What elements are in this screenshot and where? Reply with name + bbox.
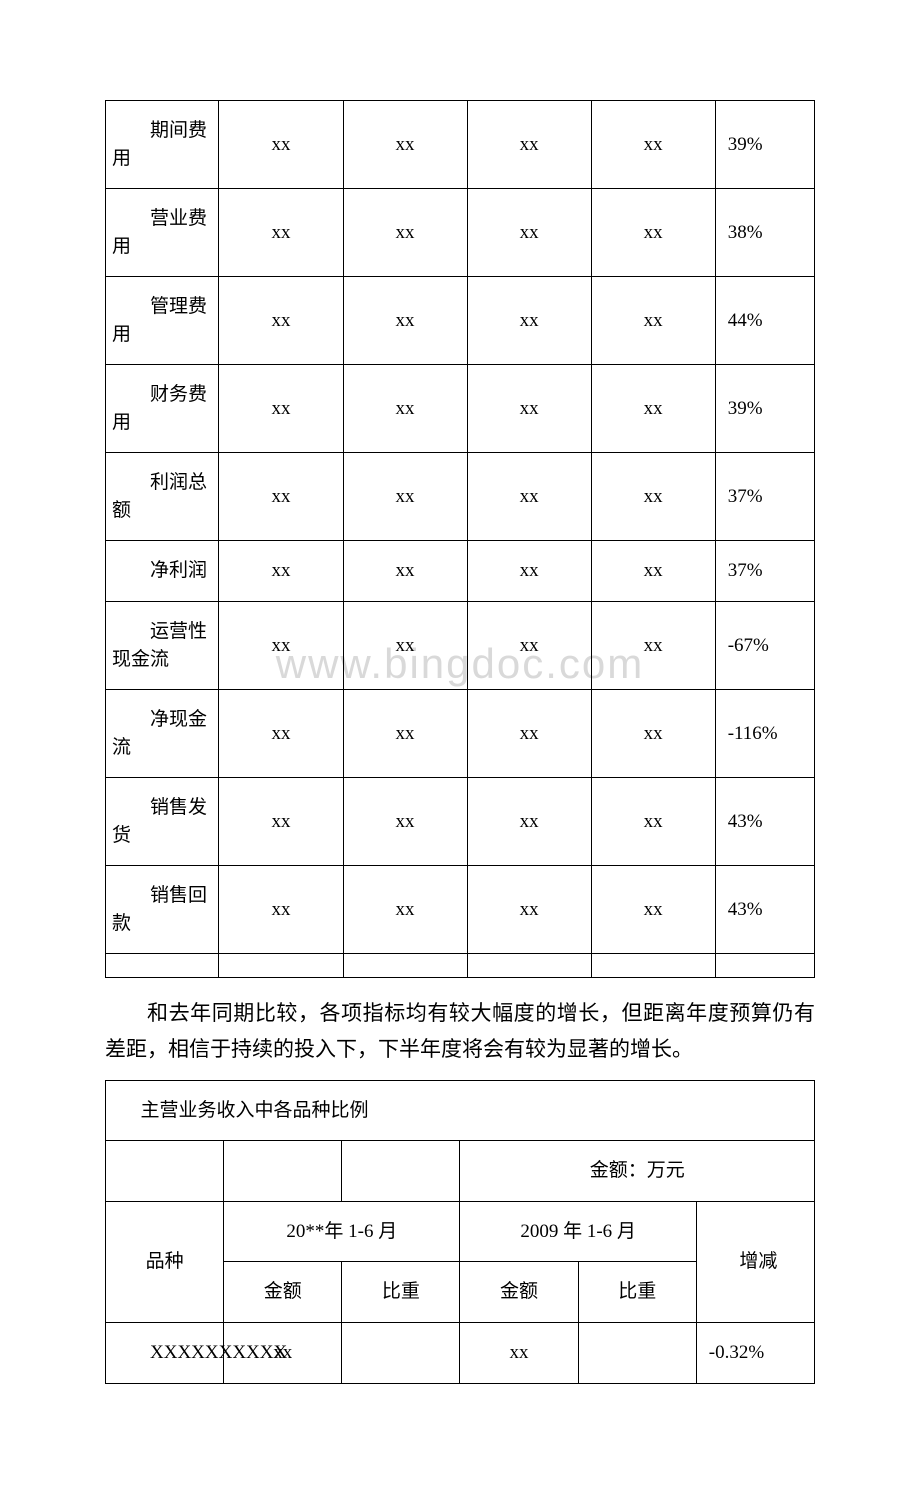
cell: xx xyxy=(591,101,715,189)
pct-cell: 39% xyxy=(715,101,814,189)
cell: xx xyxy=(219,602,343,690)
col-header-period1: 20**年 1-6 月 xyxy=(224,1201,460,1262)
cell: xx xyxy=(467,541,591,602)
pct-cell: -116% xyxy=(715,690,814,778)
pct-cell: 44% xyxy=(715,277,814,365)
table-row: 管理费用 xx xx xx xx 44% xyxy=(106,277,815,365)
cell: xx xyxy=(591,189,715,277)
cell: xx xyxy=(219,778,343,866)
col-header-product: 品种 xyxy=(106,1201,224,1322)
table-title: 主营业务收入中各品种比例 xyxy=(106,1080,815,1141)
cell: xx xyxy=(591,866,715,954)
cell: xx xyxy=(219,365,343,453)
pct-cell: 43% xyxy=(715,778,814,866)
cell: xx xyxy=(219,277,343,365)
cell: xx xyxy=(219,866,343,954)
cell: xx xyxy=(343,101,467,189)
sub-header-ratio: 比重 xyxy=(578,1262,696,1323)
blank-row xyxy=(106,954,815,978)
cell: xx xyxy=(591,602,715,690)
table-row: 营业费用 xx xx xx xx 38% xyxy=(106,189,815,277)
row-label: 利润总额 xyxy=(106,453,219,541)
cell: xx xyxy=(591,541,715,602)
cell: xx xyxy=(343,690,467,778)
cell: xx xyxy=(343,602,467,690)
pct-cell: 38% xyxy=(715,189,814,277)
summary-paragraph: 和去年同期比较，各项指标均有较大幅度的增长，但距离年度预算仍有差距，相信于持续的… xyxy=(105,996,815,1067)
delta-cell: -0.32% xyxy=(696,1322,814,1383)
row-label: 财务费用 xyxy=(106,365,219,453)
table-row: 运营性现金流 xx xx xx xx -67% xyxy=(106,602,815,690)
table-row: 净现金流 xx xx xx xx -116% xyxy=(106,690,815,778)
cell: xx xyxy=(467,778,591,866)
cell: xx xyxy=(467,866,591,954)
row-label: 期间费用 xyxy=(106,101,219,189)
cell: xx xyxy=(343,778,467,866)
cell: xx xyxy=(219,690,343,778)
table-row: 销售回款 xx xx xx xx 43% xyxy=(106,866,815,954)
cell: xx xyxy=(219,541,343,602)
cell: xx xyxy=(467,602,591,690)
table-row: 利润总额 xx xx xx xx 37% xyxy=(106,453,815,541)
sub-header-amount: 金额 xyxy=(460,1262,578,1323)
product-name: XXXXXXXXXX xyxy=(106,1322,224,1383)
cell: xx xyxy=(467,453,591,541)
cell: xx xyxy=(343,365,467,453)
cell: xx xyxy=(467,189,591,277)
cell: xx xyxy=(591,778,715,866)
table-title-row: 主营业务收入中各品种比例 xyxy=(106,1080,815,1141)
sub-header-ratio: 比重 xyxy=(342,1262,460,1323)
cell: xx xyxy=(219,101,343,189)
cell: xx xyxy=(343,453,467,541)
cell: xx xyxy=(343,189,467,277)
cell: xx xyxy=(219,453,343,541)
cell: xx xyxy=(219,189,343,277)
cell: xx xyxy=(460,1322,578,1383)
table-row: 财务费用 xx xx xx xx 39% xyxy=(106,365,815,453)
row-label: 营业费用 xyxy=(106,189,219,277)
cell xyxy=(578,1322,696,1383)
unit-label: 金额：万元 xyxy=(460,1141,815,1202)
row-label: 运营性现金流 xyxy=(106,602,219,690)
row-label: 管理费用 xyxy=(106,277,219,365)
cell: xx xyxy=(467,277,591,365)
table-row: 净利润 xx xx xx xx 37% xyxy=(106,541,815,602)
cell: xx xyxy=(591,277,715,365)
row-label: 净现金流 xyxy=(106,690,219,778)
table-row: 销售发货 xx xx xx xx 43% xyxy=(106,778,815,866)
pct-cell: 37% xyxy=(715,453,814,541)
cell: xx xyxy=(591,365,715,453)
pct-cell: 39% xyxy=(715,365,814,453)
cell: xx xyxy=(343,541,467,602)
row-label: 净利润 xyxy=(106,541,219,602)
row-label: 销售回款 xyxy=(106,866,219,954)
pct-cell: 43% xyxy=(715,866,814,954)
table-row: 期间费用 xx xx xx xx 39% xyxy=(106,101,815,189)
col-header-delta: 增减 xyxy=(696,1201,814,1322)
product-revenue-table: 主营业务收入中各品种比例 金额：万元 品种 20**年 1-6 月 2009 年… xyxy=(105,1080,815,1384)
pct-cell: -67% xyxy=(715,602,814,690)
cell: xx xyxy=(467,365,591,453)
cell: xx xyxy=(467,690,591,778)
cell: xx xyxy=(467,101,591,189)
financial-indicators-table: 期间费用 xx xx xx xx 39% 营业费用 xx xx xx xx 38… xyxy=(105,100,815,978)
sub-header-amount: 金额 xyxy=(224,1262,342,1323)
cell: xx xyxy=(343,277,467,365)
pct-cell: 37% xyxy=(715,541,814,602)
header-row-1: 品种 20**年 1-6 月 2009 年 1-6 月 增减 xyxy=(106,1201,815,1262)
col-header-period2: 2009 年 1-6 月 xyxy=(460,1201,696,1262)
table-row: XXXXXXXXXX xx xx -0.32% xyxy=(106,1322,815,1383)
cell: xx xyxy=(343,866,467,954)
cell: xx xyxy=(591,453,715,541)
cell xyxy=(342,1322,460,1383)
unit-row: 金额：万元 xyxy=(106,1141,815,1202)
row-label: 销售发货 xyxy=(106,778,219,866)
cell: xx xyxy=(591,690,715,778)
